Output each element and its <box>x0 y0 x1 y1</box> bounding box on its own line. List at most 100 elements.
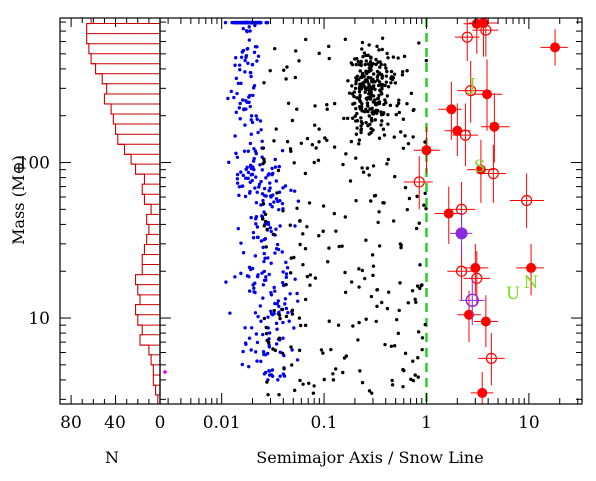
microlensing-point-open <box>459 129 472 141</box>
transit-point <box>297 59 301 63</box>
transit-point <box>410 288 415 293</box>
radial-velocity-point <box>248 29 252 33</box>
transit-point <box>353 114 357 118</box>
radial-velocity-point <box>257 182 262 186</box>
transit-point <box>423 191 427 196</box>
transit-point <box>288 147 293 151</box>
transit-point <box>346 79 350 83</box>
transit-point <box>262 224 266 228</box>
transit-point <box>367 66 372 70</box>
transit-point <box>262 316 267 321</box>
transit-point <box>349 280 354 284</box>
transit-point <box>375 44 379 49</box>
radial-velocity-point <box>240 184 244 188</box>
transit-point <box>367 69 371 74</box>
radial-velocity-point <box>283 184 288 188</box>
transit-point <box>355 126 359 130</box>
radial-velocity-point <box>264 194 268 198</box>
transit-point <box>380 300 384 305</box>
transit-point <box>370 79 374 84</box>
radial-velocity-point <box>263 237 268 241</box>
transit-point <box>406 141 411 146</box>
radial-velocity-point <box>235 172 240 177</box>
transit-point <box>288 223 292 227</box>
transit-point <box>424 206 428 211</box>
radial-velocity-point <box>235 91 239 96</box>
transit-point <box>369 92 374 97</box>
radial-velocity-point <box>270 166 274 171</box>
transit-point <box>312 160 316 165</box>
transit-point <box>349 139 354 144</box>
transit-point <box>416 330 421 334</box>
radial-velocity-point <box>284 275 289 280</box>
transit-point <box>382 102 386 107</box>
radial-velocity-point <box>293 224 297 228</box>
radial-velocity-point <box>256 54 261 58</box>
transit-point <box>277 336 282 340</box>
radial-velocity-point <box>261 245 265 250</box>
radial-velocity-point <box>248 141 253 146</box>
transit-point <box>363 62 367 67</box>
radial-velocity-point <box>274 179 279 183</box>
transit-point <box>379 110 383 114</box>
radial-velocity-point <box>268 226 273 230</box>
transit-point <box>365 166 370 170</box>
radial-velocity-point <box>278 224 282 228</box>
transit-point <box>406 301 410 305</box>
transit-point <box>262 81 266 85</box>
transit-point <box>376 220 380 225</box>
transit-point <box>407 196 412 201</box>
radial-velocity-point <box>233 275 237 279</box>
microlensing-point-filled <box>526 262 537 273</box>
radial-velocity-point <box>234 110 238 115</box>
radial-velocity-point <box>237 106 242 110</box>
transit-point <box>424 58 429 63</box>
radial-velocity-point <box>280 148 285 153</box>
radial-velocity-point <box>267 172 271 176</box>
radial-velocity-point <box>238 67 242 72</box>
radial-velocity-point <box>274 321 279 326</box>
transit-point <box>355 74 360 79</box>
radial-velocity-point <box>262 251 266 256</box>
radial-velocity-point <box>232 95 236 100</box>
transit-point <box>357 142 361 146</box>
transit-point <box>331 378 336 382</box>
radial-velocity-point <box>229 89 233 94</box>
transit-point <box>405 207 410 212</box>
radial-velocity-point <box>254 114 258 118</box>
transit-point <box>321 351 325 355</box>
transit-point <box>282 68 286 72</box>
radial-velocity-point <box>296 199 301 203</box>
transit-point <box>364 59 368 63</box>
radial-velocity-point <box>258 304 263 308</box>
radial-velocity-point <box>281 320 285 325</box>
radial-velocity-point <box>233 20 237 25</box>
transit-point <box>417 41 421 45</box>
radial-velocity-point <box>249 348 253 352</box>
radial-velocity-point <box>243 326 247 330</box>
radial-velocity-point <box>256 314 260 319</box>
transit-point <box>357 90 362 94</box>
radial-velocity-point <box>259 239 264 243</box>
radial-velocity-point <box>269 293 274 297</box>
transit-point <box>275 191 279 195</box>
radial-velocity-point <box>249 71 253 75</box>
transit-point <box>299 141 304 145</box>
radial-velocity-point <box>249 118 253 122</box>
microlensing-point-filled <box>475 164 486 175</box>
radial-velocity-point <box>254 151 258 156</box>
transit-point <box>385 69 389 74</box>
transit-point <box>402 54 407 59</box>
transit-point <box>361 73 365 78</box>
transit-point <box>364 238 368 242</box>
transit-point <box>411 108 415 113</box>
radial-velocity-point <box>273 301 277 306</box>
microlensing-point-filled <box>463 309 474 320</box>
radial-velocity-point <box>270 205 274 209</box>
transit-point <box>284 314 289 319</box>
transit-point <box>420 283 424 287</box>
radial-velocity-point <box>267 272 271 277</box>
radial-velocity-point <box>266 256 270 260</box>
transit-point <box>303 171 308 176</box>
transit-point <box>385 306 390 311</box>
